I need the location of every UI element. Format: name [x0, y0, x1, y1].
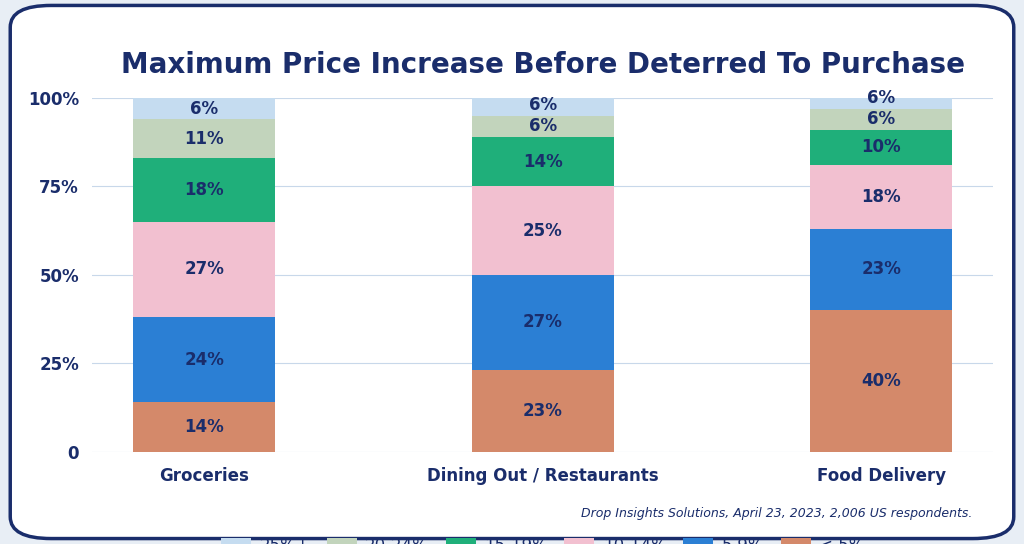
- Text: 6%: 6%: [190, 100, 218, 118]
- Text: 10%: 10%: [861, 138, 901, 157]
- Text: 6%: 6%: [528, 96, 557, 114]
- Bar: [472, 186, 613, 275]
- Bar: [133, 317, 275, 402]
- Bar: [133, 119, 275, 158]
- Bar: [133, 158, 275, 221]
- Title: Maximum Price Increase Before Deterred To Purchase: Maximum Price Increase Before Deterred T…: [121, 51, 965, 79]
- Bar: [810, 165, 952, 228]
- Text: 23%: 23%: [861, 261, 901, 279]
- Bar: [472, 370, 613, 452]
- Bar: [472, 115, 613, 137]
- Bar: [810, 87, 952, 108]
- Text: 18%: 18%: [184, 181, 224, 199]
- Bar: [810, 108, 952, 129]
- Text: 14%: 14%: [184, 418, 224, 436]
- Legend: 25%+, 20-24%, 15-19%, 10-14%, 5-9%, < 5%: 25%+, 20-24%, 15-19%, 10-14%, 5-9%, < 5%: [214, 530, 871, 544]
- Bar: [472, 94, 613, 115]
- Text: 11%: 11%: [184, 129, 224, 147]
- Text: 14%: 14%: [523, 152, 562, 171]
- Bar: [133, 402, 275, 452]
- Bar: [810, 129, 952, 165]
- Text: 6%: 6%: [528, 117, 557, 135]
- Text: 6%: 6%: [867, 110, 895, 128]
- Text: 27%: 27%: [184, 261, 224, 279]
- Bar: [472, 275, 613, 370]
- Text: 24%: 24%: [184, 350, 224, 369]
- Bar: [472, 137, 613, 186]
- Text: 25%: 25%: [523, 221, 562, 239]
- Bar: [810, 228, 952, 310]
- Text: 6%: 6%: [867, 89, 895, 107]
- Text: 18%: 18%: [861, 188, 901, 206]
- Bar: [810, 310, 952, 452]
- Bar: [133, 98, 275, 119]
- Text: Drop Insights Solutions, April 23, 2023, 2,006 US respondents.: Drop Insights Solutions, April 23, 2023,…: [582, 506, 973, 520]
- Bar: [133, 221, 275, 317]
- Text: 27%: 27%: [523, 313, 562, 331]
- Text: 40%: 40%: [861, 372, 901, 390]
- Text: 23%: 23%: [523, 402, 562, 420]
